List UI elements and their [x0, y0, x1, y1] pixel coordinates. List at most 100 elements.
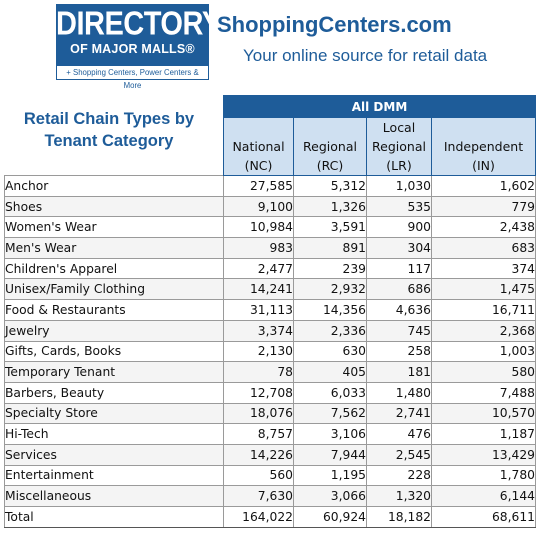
row-category-cell: Specialty Store	[4, 402, 224, 425]
column-header-line: (RC)	[316, 158, 344, 173]
row-category-cell: Anchor	[4, 175, 224, 197]
row-category-cell: Barbers, Beauty	[4, 381, 224, 404]
row-regional-cell: 14,356	[293, 299, 367, 321]
directory-logo: DIRECTORY OF MAJOR MALLS® + Shopping Cen…	[56, 4, 221, 90]
row-independent-cell: 1,003	[431, 340, 536, 363]
column-header-line: (IN)	[472, 158, 495, 173]
row-local-regional-cell: 258	[366, 340, 432, 363]
row-regional-cell: 5,312	[293, 175, 367, 197]
row-regional-cell: 7,562	[293, 402, 367, 425]
row-category-cell: Temporary Tenant	[4, 361, 224, 383]
row-local-regional-cell: 4,636	[366, 299, 432, 321]
table-row: Barbers, Beauty 12,708 6,033 1,480 7,488	[4, 381, 536, 404]
column-header-line: (LR)	[386, 158, 412, 173]
row-local-regional-cell: 1,480	[366, 381, 432, 404]
row-independent-cell: 10,570	[431, 402, 536, 425]
row-category-cell: Gifts, Cards, Books	[4, 340, 224, 363]
table-row: Hi-Tech 8,757 3,106 476 1,187	[4, 423, 536, 445]
row-regional-cell: 405	[293, 361, 367, 383]
table-row: Men's Wear 983 891 304 683	[4, 237, 536, 259]
site-title: ShoppingCenters.com	[217, 12, 452, 37]
row-local-regional-cell: 117	[366, 257, 432, 280]
row-local-regional-cell: 228	[366, 464, 432, 487]
group-header: All DMM	[223, 95, 536, 118]
table-row: Jewelry 3,374 2,336 745 2,368	[4, 319, 536, 342]
row-regional-cell: 3,066	[293, 485, 367, 507]
row-independent-cell: 6,144	[431, 485, 536, 507]
column-header-line: (NC)	[244, 158, 273, 173]
row-independent-cell: 1,187	[431, 423, 536, 445]
row-local-regional-cell: 18,182	[366, 506, 432, 528]
row-local-regional-cell: 900	[366, 216, 432, 239]
logo-subtitle: OF MAJOR MALLS®	[70, 42, 195, 56]
row-category-cell: Women's Wear	[4, 216, 224, 239]
row-regional-cell: 1,326	[293, 195, 367, 218]
table-row: Shoes 9,100 1,326 535 779	[4, 195, 536, 218]
row-regional-cell: 3,591	[293, 216, 367, 239]
row-regional-cell: 3,106	[293, 423, 367, 445]
row-local-regional-cell: 2,545	[366, 443, 432, 466]
site-tagline: Your online source for retail data	[243, 46, 488, 65]
row-independent-cell: 2,438	[431, 216, 536, 239]
row-independent-cell: 374	[431, 257, 536, 280]
row-category-cell: Total	[4, 506, 224, 528]
row-national-cell: 14,241	[223, 278, 294, 301]
table-row: Food & Restaurants 31,113 14,356 4,636 16,71…	[4, 299, 536, 321]
column-header-line: Regional	[372, 139, 426, 154]
row-local-regional-cell: 1,320	[366, 485, 432, 507]
row-independent-cell: 13,429	[431, 443, 536, 466]
row-regional-cell: 1,195	[293, 464, 367, 487]
table-body: Anchor 27,585 5,312 1,030 1,602 Shoes 9,100 1,3…	[4, 175, 536, 528]
column-header-line: Regional	[303, 139, 357, 154]
row-regional-cell: 630	[293, 340, 367, 363]
logo-title: DIRECTORY	[56, 5, 221, 43]
table-row: Gifts, Cards, Books 2,130 630 258 1,003	[4, 340, 536, 363]
column-header-line: Local	[382, 120, 416, 135]
row-national-cell: 560	[223, 464, 294, 487]
row-local-regional-cell: 181	[366, 361, 432, 383]
table-row: Specialty Store 18,076 7,562 2,741 10,570	[4, 402, 536, 425]
logo-tagline: + Shopping Centers, Power Centers & More	[56, 65, 209, 90]
row-national-cell: 983	[223, 237, 294, 259]
table-row: Anchor 27,585 5,312 1,030 1,602	[4, 175, 536, 197]
row-independent-cell: 683	[431, 237, 536, 259]
row-independent-cell: 7,488	[431, 381, 536, 404]
column-header-in: Independent (IN)	[431, 117, 536, 176]
row-regional-cell: 6,033	[293, 381, 367, 404]
row-regional-cell: 891	[293, 237, 367, 259]
row-category-cell: Services	[4, 443, 224, 466]
row-national-cell: 164,022	[223, 506, 294, 528]
row-independent-cell: 2,368	[431, 319, 536, 342]
row-national-cell: 12,708	[223, 381, 294, 404]
row-regional-cell: 2,336	[293, 319, 367, 342]
table-row: Total 164,022 60,924 18,182 68,611	[4, 506, 536, 528]
row-local-regional-cell: 1,030	[366, 175, 432, 197]
column-header-nc: National (NC)	[223, 117, 294, 176]
row-national-cell: 78	[223, 361, 294, 383]
table-row: Entertainment 560 1,195 228 1,780	[4, 464, 536, 487]
row-regional-cell: 60,924	[293, 506, 367, 528]
row-independent-cell: 1,780	[431, 464, 536, 487]
row-category-cell: Unisex/Family Clothing	[4, 278, 224, 301]
row-independent-cell: 1,475	[431, 278, 536, 301]
row-national-cell: 31,113	[223, 299, 294, 321]
row-category-cell: Miscellaneous	[4, 485, 224, 507]
table-row: Services 14,226 7,944 2,545 13,429	[4, 443, 536, 466]
retail-chain-table: All DMM National (NC) Regional (RC) Loca…	[4, 95, 536, 528]
row-local-regional-cell: 686	[366, 278, 432, 301]
row-category-cell: Men's Wear	[4, 237, 224, 259]
row-category-cell: Food & Restaurants	[4, 299, 224, 321]
column-header-line: National	[232, 139, 285, 154]
row-national-cell: 9,100	[223, 195, 294, 218]
row-category-cell: Entertainment	[4, 464, 224, 487]
row-local-regional-cell: 535	[366, 195, 432, 218]
row-national-cell: 8,757	[223, 423, 294, 445]
row-category-cell: Shoes	[4, 195, 224, 218]
row-local-regional-cell: 304	[366, 237, 432, 259]
row-regional-cell: 7,944	[293, 443, 367, 466]
table-row: Unisex/Family Clothing 14,241 2,932 686 1,47…	[4, 278, 536, 301]
table-row: Women's Wear 10,984 3,591 900 2,438	[4, 216, 536, 239]
row-local-regional-cell: 745	[366, 319, 432, 342]
row-independent-cell: 68,611	[431, 506, 536, 528]
table-row: Miscellaneous 7,630 3,066 1,320 6,144	[4, 485, 536, 507]
